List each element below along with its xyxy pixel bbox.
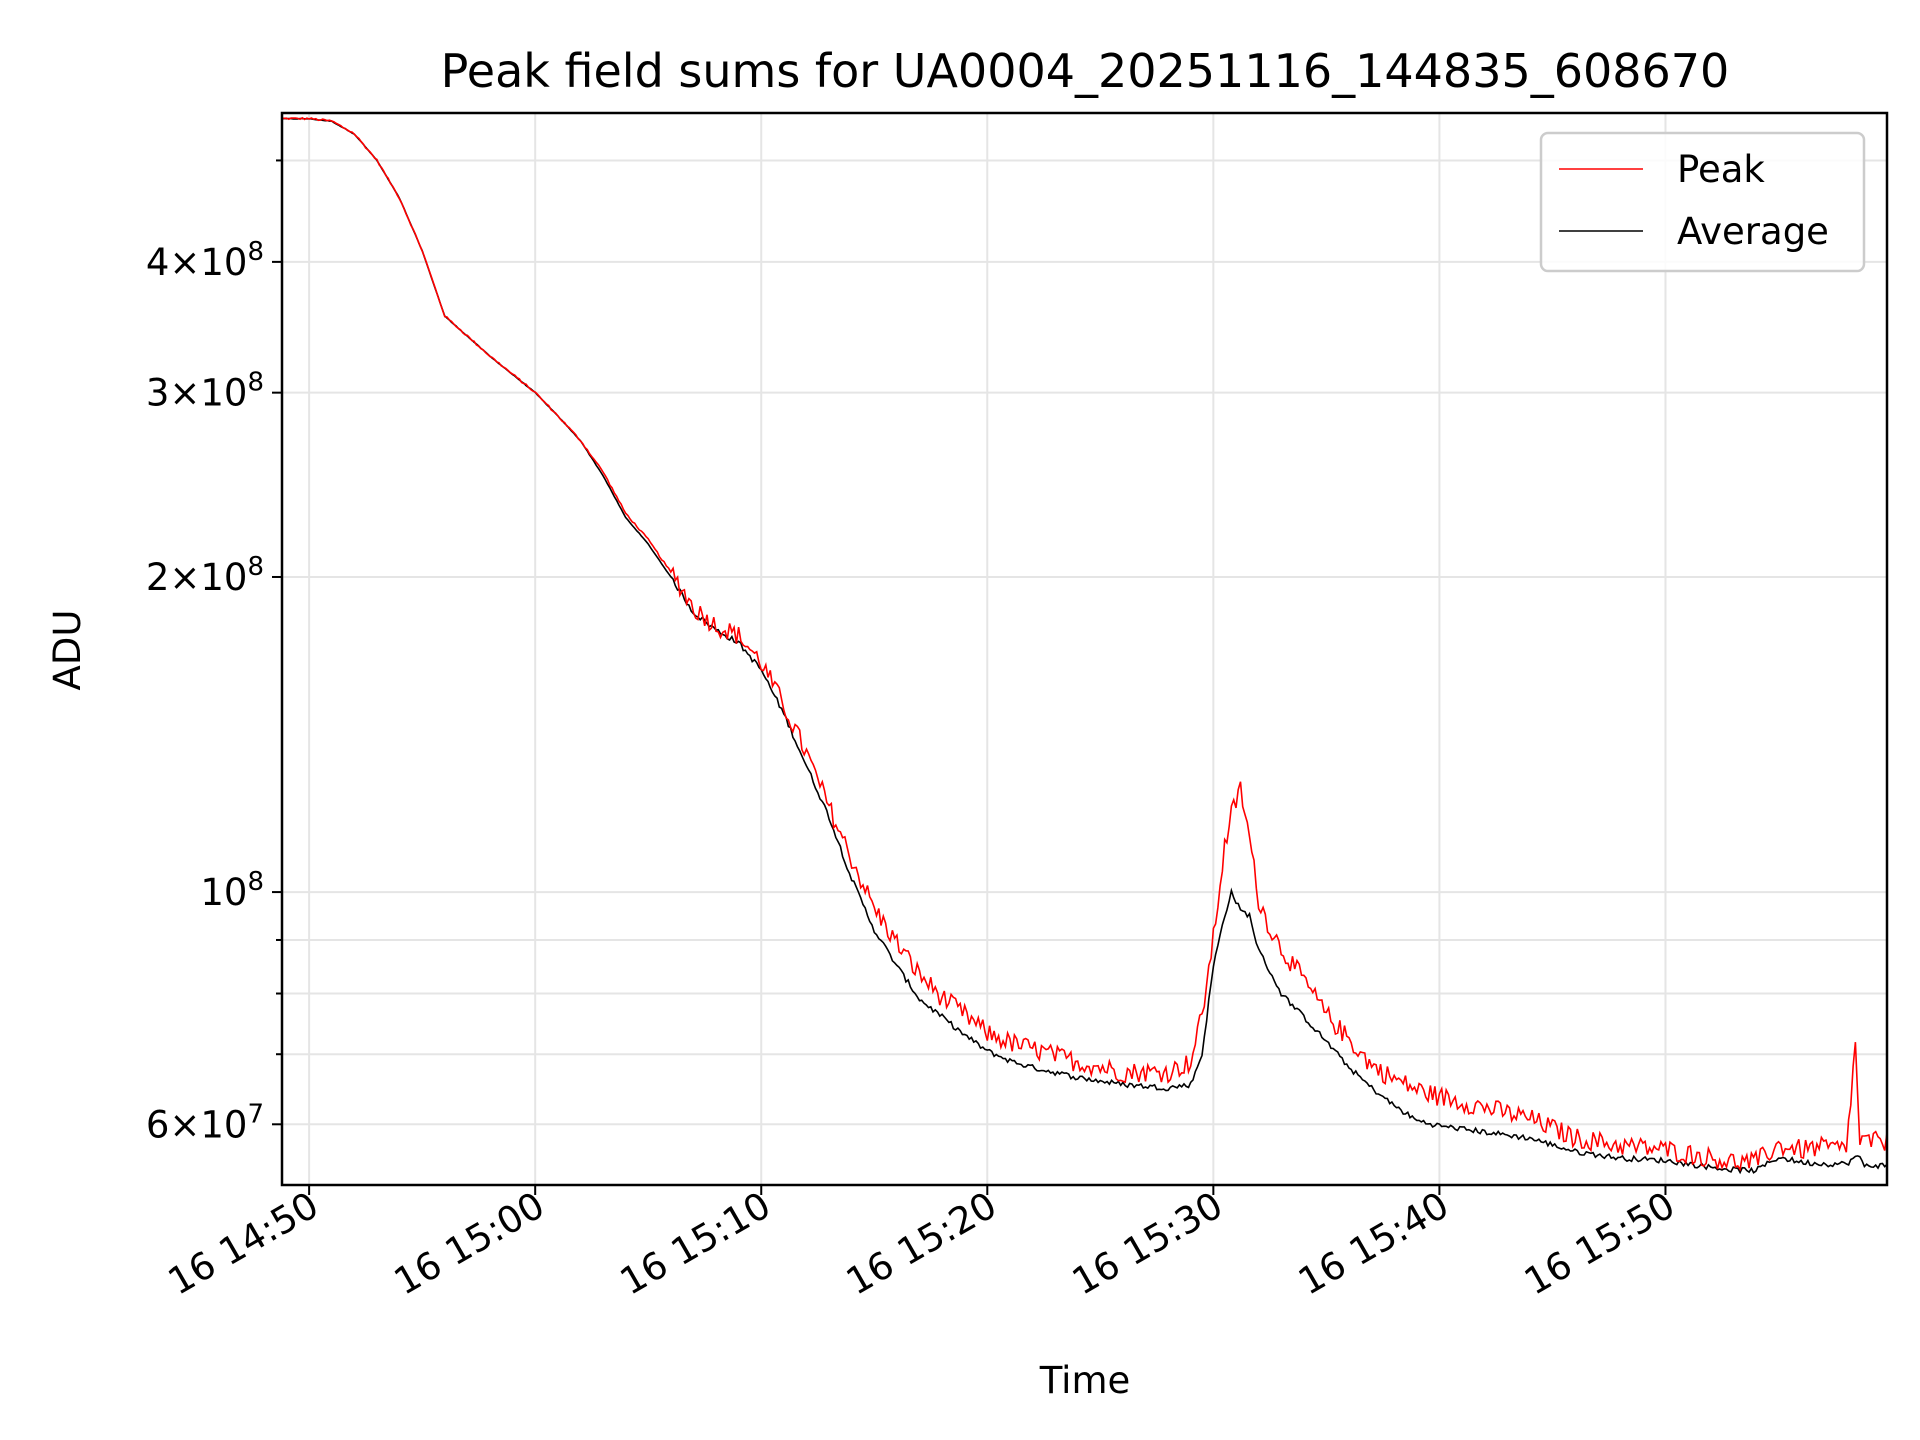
plot-area: 16 14:50 16 15:00 16 15:10 16 15:20 16 15:30… <box>146 111 1889 1304</box>
y-tick-label: 3×108 <box>146 368 264 415</box>
y-tick-label: 4×108 <box>146 237 264 284</box>
grid-layer <box>282 113 1887 1185</box>
y-axis-label: ADU <box>46 610 89 691</box>
x-axis-label: Time <box>1039 1359 1131 1402</box>
y-tick-label: 6×107 <box>146 1099 264 1146</box>
chart-title: Peak field sums for UA0004_20251116_1448… <box>441 44 1730 98</box>
series-line-peak <box>281 116 1888 1172</box>
plot-frame <box>280 111 1889 1187</box>
legend: Peak Average <box>1539 131 1866 273</box>
legend-frame <box>1539 131 1866 273</box>
plot-background <box>282 113 1887 1185</box>
series-layer <box>281 116 1888 1175</box>
y-tick-label: 2×108 <box>146 552 264 599</box>
legend-label-average: Average <box>1677 210 1829 253</box>
y-tick-label: 108 <box>200 867 264 914</box>
legend-label-peak: Peak <box>1677 148 1765 191</box>
